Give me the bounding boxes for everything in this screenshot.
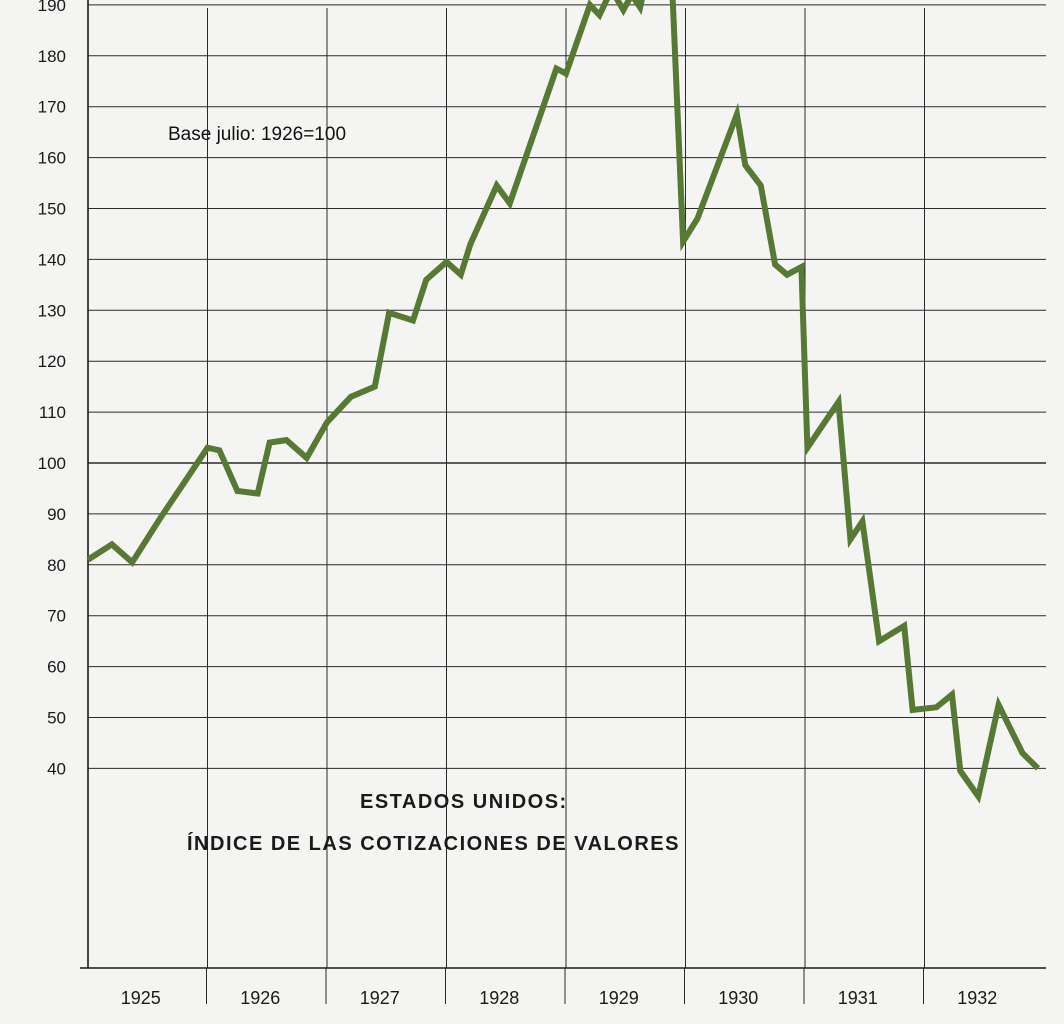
- series-line: [86, 0, 1041, 804]
- y-tick-label: 120: [38, 352, 66, 371]
- chart-subtitle: ÍNDICE DE LAS COTIZACIONES DE VALORES: [187, 832, 680, 855]
- x-year-label: 1931: [838, 988, 878, 1008]
- grid-lines: [88, 4, 1046, 1004]
- y-tick-label: 160: [38, 149, 66, 168]
- y-tick-label: 150: [38, 200, 66, 219]
- chart-title: ESTADOS UNIDOS:: [360, 791, 568, 813]
- y-tick-label: 190: [38, 0, 66, 15]
- y-tick-label: 100: [38, 454, 66, 473]
- y-tick-label: 130: [38, 301, 66, 320]
- y-tick-label: 90: [47, 505, 66, 524]
- x-year-label: 1928: [479, 988, 519, 1008]
- y-tick-label: 180: [38, 47, 66, 66]
- x-year-label: 1925: [121, 988, 161, 1008]
- x-year-label: 1927: [360, 988, 400, 1008]
- y-tick-label: 40: [47, 759, 66, 778]
- x-year-label: 1929: [599, 988, 639, 1008]
- y-tick-label: 110: [39, 403, 66, 422]
- base-annotation: Base julio: 1926=100: [168, 124, 346, 145]
- x-year-label: 1930: [718, 988, 758, 1008]
- axes: [80, 0, 1046, 969]
- x-year-label: 1926: [240, 988, 280, 1008]
- y-tick-label: 70: [47, 607, 66, 626]
- x-year-labels: 1925 1926 1927 1928 1929 1930 1931 1932: [121, 988, 998, 1008]
- x-year-label: 1932: [957, 988, 997, 1008]
- y-tick-label: 170: [38, 98, 66, 117]
- y-tick-labels: 40 50 60 70 80 90 100 110 120 130 140 150 160 170 180 1…: [38, 0, 66, 778]
- y-tick-label: 80: [47, 556, 66, 575]
- y-tick-label: 140: [38, 250, 66, 269]
- y-tick-label: 60: [47, 658, 66, 677]
- series-group: [86, 0, 1041, 804]
- y-tick-label: 50: [47, 709, 66, 728]
